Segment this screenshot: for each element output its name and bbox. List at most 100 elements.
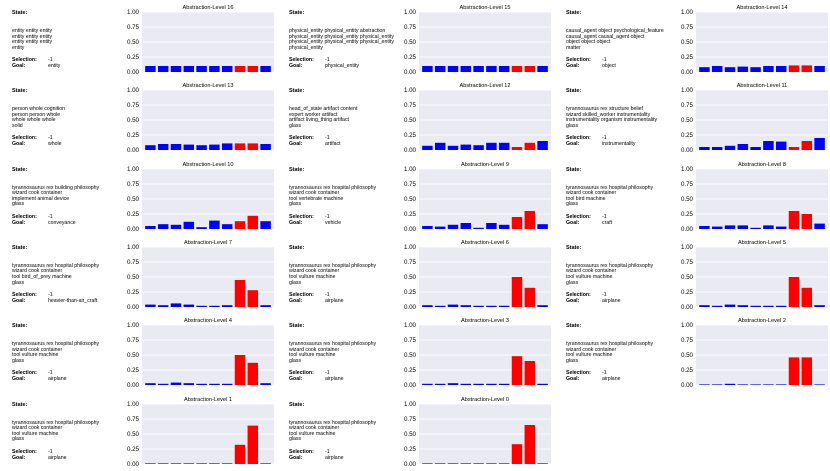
goal-value: artifact xyxy=(325,141,341,148)
bar xyxy=(221,66,233,72)
chart-panel: State: physical_entity physical_entity ab… xyxy=(277,0,554,78)
state-label: State: xyxy=(566,88,582,95)
state-label: State: xyxy=(12,401,28,408)
chart-title: Abstraction-Level 12 xyxy=(460,83,511,89)
y-tick-label: 0.75 xyxy=(404,102,417,109)
y-tick-label: 0.50 xyxy=(404,274,417,281)
bar xyxy=(763,384,774,386)
selection-value: -1 xyxy=(325,370,330,377)
bar-selected xyxy=(801,357,813,386)
chart-title: Abstraction-Level 3 xyxy=(461,318,509,324)
bar-selected xyxy=(234,220,246,229)
bar xyxy=(209,144,220,151)
bar-selected xyxy=(247,290,259,307)
bar xyxy=(737,66,749,72)
y-tick-label: 0.75 xyxy=(404,337,417,344)
bar xyxy=(724,224,736,229)
state-label: State: xyxy=(566,10,582,16)
bar-chart: Abstraction-Level 9 0.00 0.25 0.50 0.75 1.00 xyxy=(404,162,551,233)
bar xyxy=(775,384,787,386)
chart-panel: State: entity entity entity entity entity… xyxy=(0,0,277,78)
bar xyxy=(183,462,195,464)
y-tick-label: 1.00 xyxy=(681,166,694,173)
bar xyxy=(422,462,433,464)
goal-value: airplane xyxy=(48,454,67,461)
chart-title: Abstraction-Level 2 xyxy=(738,318,786,324)
chart-title: Abstraction-Level 5 xyxy=(738,240,786,246)
bar xyxy=(170,462,182,464)
bar xyxy=(170,224,182,229)
y-tick-label: 0.75 xyxy=(404,24,417,31)
goal-value: airplane xyxy=(48,376,67,383)
bar-selected xyxy=(511,66,523,72)
y-tick-label: 1.00 xyxy=(681,322,694,329)
goal-value: physical_entity xyxy=(325,63,360,69)
y-tick-label: 0.75 xyxy=(127,181,140,188)
bar-chart: Abstraction-Level 0 0.00 0.25 0.50 0.75 1.00 xyxy=(404,397,551,468)
y-tick-label: 0.50 xyxy=(404,196,417,203)
selection-label: Selection: xyxy=(12,370,37,377)
selection-label: Selection: xyxy=(566,370,591,377)
goal-label: Goal: xyxy=(289,63,303,69)
bar-selected xyxy=(247,425,259,464)
y-tick-label: 0.25 xyxy=(127,289,140,296)
bar xyxy=(183,66,195,72)
selection-value: -1 xyxy=(48,135,53,142)
goal-label: Goal: xyxy=(566,376,580,383)
state-text: tyrannosaurus rex hospital philosophy wi… xyxy=(12,341,100,364)
bar-selected xyxy=(801,141,813,151)
goal-value: airplane xyxy=(325,454,344,461)
y-tick-label: 0.50 xyxy=(127,117,140,124)
chart-panel: State: person whole cognition person pers… xyxy=(0,78,277,156)
bar-chart: Abstraction-Level 5 0.00 0.25 0.50 0.75 1.00 xyxy=(681,240,828,311)
chart-title: Abstraction-Level 8 xyxy=(738,162,786,168)
bar xyxy=(711,66,723,72)
selection-value: -1 xyxy=(325,291,330,298)
state-text: tyrannosaurus rex hospital philosophy wi… xyxy=(289,262,377,286)
state-text: tyrannosaurus rex hospital philosophy wi… xyxy=(289,184,377,208)
y-tick-label: 1.00 xyxy=(681,244,694,251)
bar xyxy=(699,225,710,229)
chart-title: Abstraction-Level 6 xyxy=(461,240,509,246)
y-tick-label: 0.00 xyxy=(681,147,694,154)
bar xyxy=(196,66,207,72)
bar xyxy=(183,221,195,229)
y-tick-label: 0.75 xyxy=(127,259,140,266)
bar xyxy=(447,383,459,386)
bar xyxy=(537,141,548,151)
bar-selected xyxy=(234,143,246,151)
bar xyxy=(750,227,761,229)
y-tick-label: 0.25 xyxy=(681,54,694,61)
bar xyxy=(447,224,459,229)
bar xyxy=(447,304,459,307)
bar-selected xyxy=(511,356,523,386)
y-tick-label: 0.75 xyxy=(681,102,694,109)
bar xyxy=(221,383,233,386)
bar xyxy=(537,223,548,229)
y-tick-label: 1.00 xyxy=(404,244,417,251)
bar xyxy=(183,383,195,386)
bar-selected xyxy=(788,147,800,151)
bar xyxy=(145,225,156,229)
bar xyxy=(183,144,195,151)
y-tick-label: 0.75 xyxy=(127,102,140,109)
goal-value: craft xyxy=(602,219,613,226)
selection-value: -1 xyxy=(48,213,53,220)
state-label: State: xyxy=(566,323,582,330)
bar-selected xyxy=(247,362,259,386)
bar-chart: Abstraction-Level 2 0.00 0.25 0.50 0.75 1.00 xyxy=(681,318,828,389)
y-tick-label: 0.75 xyxy=(404,259,417,266)
bar xyxy=(422,383,433,386)
goal-label: Goal: xyxy=(12,63,26,69)
chart-title: Abstraction-Level 16 xyxy=(183,5,234,11)
bar-chart: Abstraction-Level 13 0.00 0.25 0.50 0.75 1.00 xyxy=(127,83,274,154)
bar xyxy=(498,224,510,229)
state-label: State: xyxy=(566,244,582,251)
y-tick-label: 0.25 xyxy=(127,54,140,61)
selection-value: -1 xyxy=(325,213,330,220)
y-tick-label: 0.75 xyxy=(681,24,694,31)
y-tick-label: 0.75 xyxy=(127,24,140,31)
chart-panel: State: tyrannosaurus rex hospital philoso… xyxy=(0,235,277,313)
y-tick-label: 0.25 xyxy=(681,367,694,374)
